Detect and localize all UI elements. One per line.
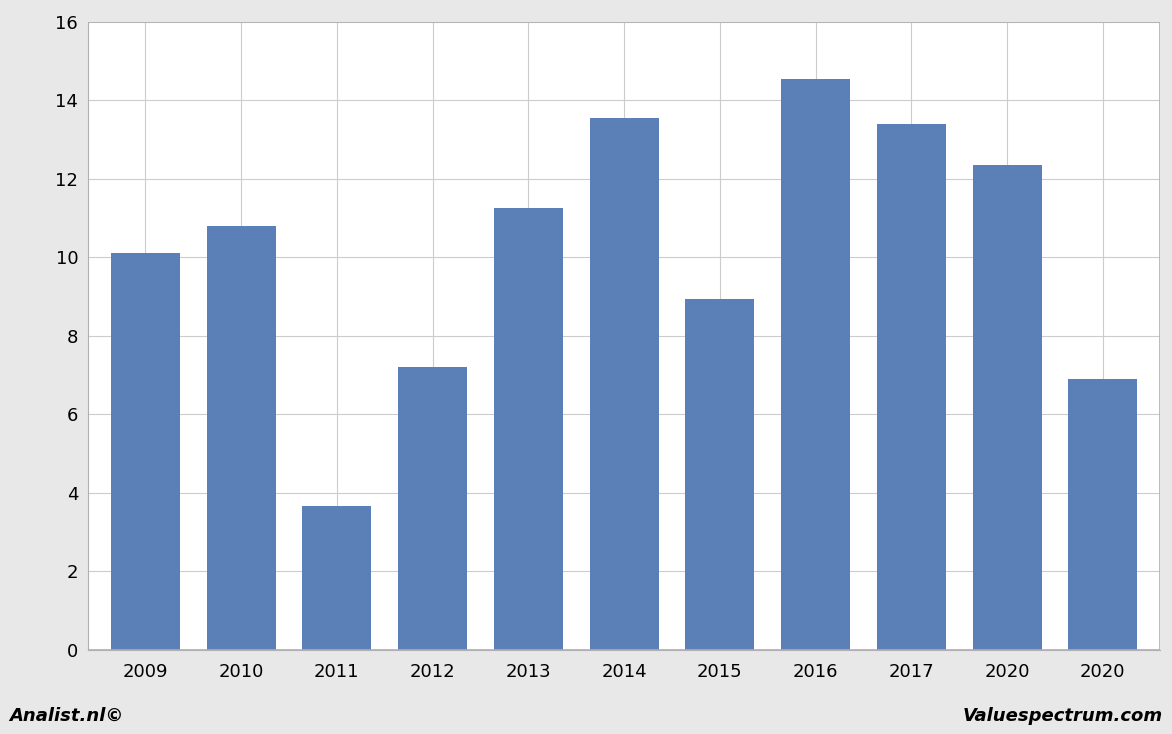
Bar [493,208,563,650]
Bar [973,165,1042,650]
Bar [302,506,372,650]
Bar [686,299,755,650]
Bar [877,124,946,650]
Bar [88,22,1160,650]
Bar [111,253,179,650]
Bar [590,118,659,650]
Bar [206,226,275,650]
Bar [781,79,850,650]
Bar [1069,379,1137,650]
Text: Analist.nl©: Analist.nl© [9,707,124,725]
Text: Valuespectrum.com: Valuespectrum.com [962,707,1163,725]
Bar [398,367,468,650]
